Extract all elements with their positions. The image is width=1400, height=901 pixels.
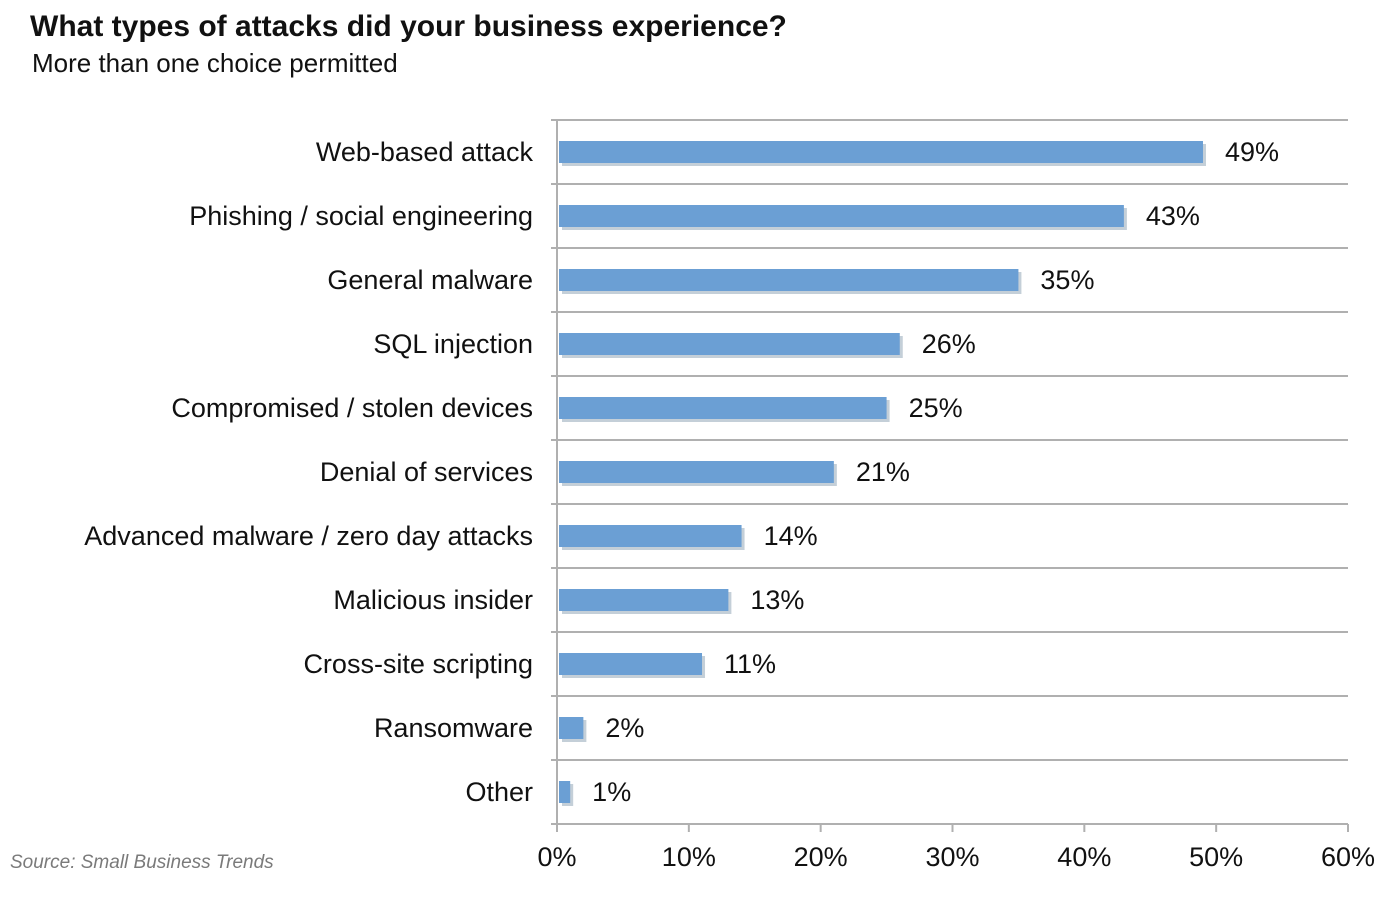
value-label: 43%	[1146, 201, 1200, 231]
value-label: 2%	[605, 713, 644, 743]
category-label: Denial of services	[320, 457, 533, 487]
bar	[559, 461, 834, 483]
bar	[559, 525, 742, 547]
x-tick-label: 60%	[1321, 842, 1375, 872]
value-label: 35%	[1040, 265, 1094, 295]
x-tick-label: 20%	[794, 842, 848, 872]
chart-source: Source: Small Business Trends	[10, 852, 274, 873]
value-label: 25%	[909, 393, 963, 423]
category-label: Advanced malware / zero day attacks	[84, 521, 533, 551]
value-label: 11%	[724, 649, 776, 679]
x-tick-label: 30%	[925, 842, 979, 872]
bar	[559, 269, 1019, 291]
bar	[559, 653, 703, 675]
bar	[559, 589, 729, 611]
bar	[559, 205, 1124, 227]
bar	[559, 141, 1203, 163]
value-label: 26%	[922, 329, 976, 359]
category-label: Web-based attack	[316, 137, 534, 167]
x-tick-label: 40%	[1057, 842, 1111, 872]
value-label: 21%	[856, 457, 910, 487]
category-label: Compromised / stolen devices	[171, 393, 533, 423]
category-label: Cross-site scripting	[303, 649, 533, 679]
x-tick-label: 10%	[662, 842, 716, 872]
value-label: 14%	[764, 521, 818, 551]
value-label: 13%	[750, 585, 804, 615]
bar	[559, 781, 571, 803]
category-label: Ransomware	[374, 713, 533, 743]
category-label: General malware	[327, 265, 533, 295]
category-label: SQL injection	[373, 329, 533, 359]
value-label: 1%	[592, 777, 631, 807]
bar	[559, 717, 584, 739]
x-tick-label: 0%	[537, 842, 576, 872]
category-label: Phishing / social engineering	[189, 201, 533, 231]
value-label: 49%	[1225, 137, 1279, 167]
x-tick-label: 50%	[1189, 842, 1243, 872]
bar	[559, 397, 887, 419]
bar	[559, 333, 900, 355]
chart-title: What types of attacks did your business …	[30, 10, 787, 43]
category-label: Malicious insider	[333, 585, 533, 615]
category-label: Other	[465, 777, 533, 807]
chart-subtitle: More than one choice permitted	[32, 48, 398, 78]
